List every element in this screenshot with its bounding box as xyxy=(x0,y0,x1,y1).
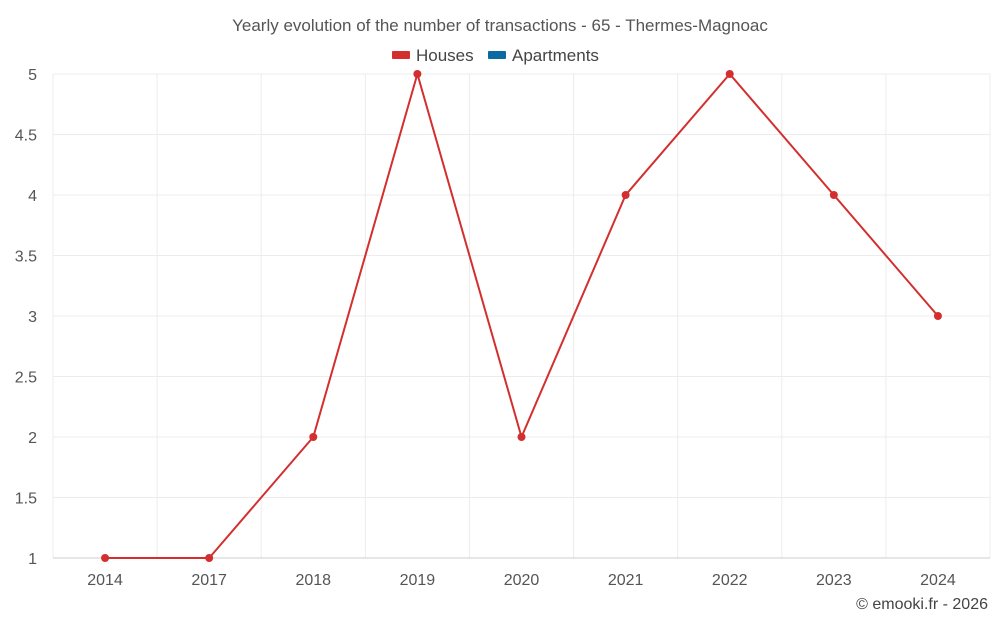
x-tick-label: 2018 xyxy=(295,572,331,589)
data-point-houses[interactable] xyxy=(205,554,214,562)
y-tick-label: 3 xyxy=(28,309,37,326)
x-tick-label: 2020 xyxy=(504,572,540,589)
y-tick-label: 2.5 xyxy=(15,370,37,387)
x-tick-label: 2021 xyxy=(608,572,644,589)
credit-text: © emooki.fr - 2026 xyxy=(856,596,988,613)
legend-swatch-apartments xyxy=(488,51,506,59)
x-tick-label: 2017 xyxy=(191,572,227,589)
chart-title: Yearly evolution of the number of transa… xyxy=(232,16,768,35)
legend-label-apartments: Apartments xyxy=(512,46,599,65)
x-tick-label: 2023 xyxy=(816,572,852,589)
data-point-houses[interactable] xyxy=(621,191,630,199)
legend: Houses Apartments xyxy=(392,46,599,65)
legend-swatch-houses xyxy=(392,51,410,59)
data-point-houses[interactable] xyxy=(829,191,838,199)
y-tick-label: 1.5 xyxy=(15,491,37,508)
legend-item-apartments[interactable]: Apartments xyxy=(488,46,599,65)
series-layer xyxy=(101,70,942,562)
x-tick-label: 2024 xyxy=(920,572,956,589)
x-tick-label: 2019 xyxy=(400,572,436,589)
y-axis: 1 1.5 2 2.5 3 3.5 4 4.5 5 xyxy=(15,67,37,568)
x-axis: 2014 2017 2018 2019 2020 2021 2022 2023 2024 xyxy=(53,557,990,589)
y-tick-label: 4 xyxy=(28,188,37,205)
y-tick-label: 5 xyxy=(28,67,37,84)
y-tick-label: 4.5 xyxy=(15,128,37,145)
data-point-houses[interactable] xyxy=(517,433,526,441)
y-tick-label: 2 xyxy=(28,430,37,447)
data-point-houses[interactable] xyxy=(933,312,942,320)
data-point-houses[interactable] xyxy=(309,433,318,441)
data-point-houses[interactable] xyxy=(725,70,734,78)
x-tick-label: 2014 xyxy=(87,572,123,589)
data-point-houses[interactable] xyxy=(413,70,422,78)
data-point-houses[interactable] xyxy=(101,554,110,562)
x-tick-label: 2022 xyxy=(712,572,748,589)
y-tick-label: 1 xyxy=(28,551,37,568)
legend-label-houses: Houses xyxy=(416,46,474,65)
y-tick-label: 3.5 xyxy=(15,249,37,266)
legend-item-houses[interactable]: Houses xyxy=(392,46,474,65)
grid xyxy=(52,73,991,559)
